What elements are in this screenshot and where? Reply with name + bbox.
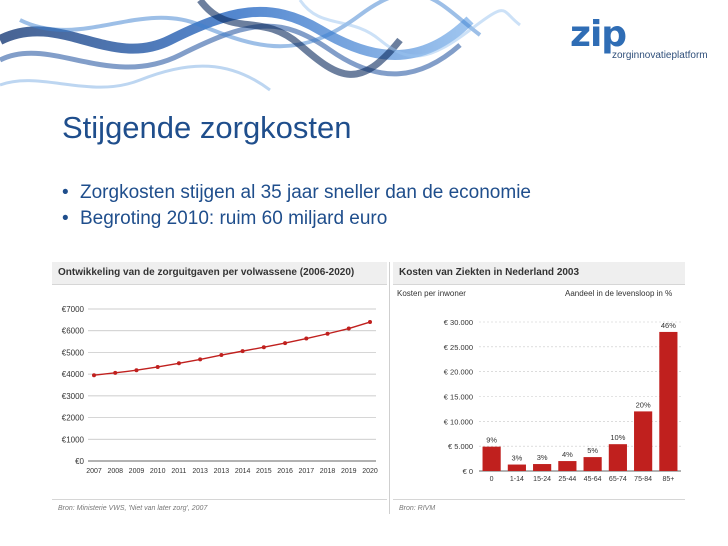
bar-chart-bar xyxy=(558,461,577,471)
bullet-dot: • xyxy=(62,182,69,203)
line-chart-x-tick: 2013 xyxy=(214,468,230,475)
bar-chart-bar xyxy=(583,457,602,471)
bar-chart-y-tick: € 5.000 xyxy=(448,442,473,451)
line-chart-point xyxy=(368,320,372,325)
line-chart-y-tick: €0 xyxy=(75,457,84,466)
bar-chart-source-bar: Bron: RIVM xyxy=(393,499,685,514)
bar-chart-bar xyxy=(533,464,552,471)
line-chart-title: Ontwikkeling van de zorguitgaven per vol… xyxy=(52,262,387,285)
line-chart-x-tick: 2013 xyxy=(192,468,208,475)
line-chart-x-tick: 2010 xyxy=(150,468,166,475)
line-chart-source: Bron: Ministerie VWS, 'Niet van later zo… xyxy=(58,505,208,512)
line-chart-point xyxy=(155,364,160,369)
line-chart-x-tick: 2020 xyxy=(362,468,378,475)
bullet-item: • Zorgkosten stijgen al 35 jaar sneller d… xyxy=(62,180,531,206)
line-chart-point xyxy=(113,370,118,375)
bar-chart-x-tick: 0 xyxy=(490,476,494,483)
bar-chart-y-tick: € 30.000 xyxy=(444,318,473,327)
logo-wordmark: zip xyxy=(570,14,627,55)
bar-chart-data-label: 3% xyxy=(511,454,522,463)
bar-chart-x-tick: 15-24 xyxy=(533,476,551,483)
line-chart-y-tick: €6000 xyxy=(62,327,85,336)
line-chart-x-tick: 2009 xyxy=(129,468,145,475)
bar-chart-y-tick: € 15.000 xyxy=(444,393,473,402)
bar-chart-x-tick: 45-64 xyxy=(584,476,602,483)
bar-chart-y-tick: € 0 xyxy=(463,467,473,476)
line-chart-source-bar: Bron: Ministerie VWS, 'Niet van later zo… xyxy=(52,499,387,514)
line-chart-x-tick: 2008 xyxy=(107,468,123,475)
bar-chart-y-tick: € 25.000 xyxy=(444,343,473,352)
line-chart-x-tick: 2011 xyxy=(171,468,186,475)
line-chart-point xyxy=(283,341,288,346)
bar-chart-data-label: 10% xyxy=(610,433,625,442)
line-chart-y-tick: €1000 xyxy=(62,435,85,444)
line-chart-y-tick: €5000 xyxy=(62,348,85,357)
line-chart-point xyxy=(176,361,181,366)
bar-chart-bar xyxy=(608,444,627,471)
bullet-dot: • xyxy=(62,208,69,229)
line-chart-y-tick: €4000 xyxy=(62,370,85,379)
bar-chart-bar xyxy=(507,464,526,471)
bullet-text: Zorgkosten stijgen al 35 jaar sneller da… xyxy=(80,182,531,203)
line-chart-x-tick: 2019 xyxy=(341,468,357,475)
line-chart-x-tick: 2007 xyxy=(86,468,102,475)
bar-chart: € 0 € 5.000 € 10.000 € 15.000 € 20.000 € 25.0… xyxy=(444,318,681,483)
zip-logo: zip zorginnovatieplatform xyxy=(570,14,708,62)
line-chart-panel: Ontwikkeling van de zorguitgaven per vol… xyxy=(52,262,387,514)
line-chart-x-tick: 2015 xyxy=(256,468,272,475)
line-chart-point xyxy=(134,368,139,373)
line-chart-x-tick: 2014 xyxy=(235,468,251,475)
bar-chart-panel: Kosten van Ziekten in Nederland 2003 Kos… xyxy=(393,262,685,514)
line-chart-point xyxy=(346,326,351,331)
line-chart-point xyxy=(198,357,203,362)
line-chart-point xyxy=(240,349,245,354)
line-chart-x-tick: 2017 xyxy=(299,468,315,475)
bar-chart-data-label: 20% xyxy=(636,400,651,409)
line-chart-point xyxy=(261,345,266,350)
bar-chart-data-label: 4% xyxy=(562,450,573,459)
line-chart-series-line xyxy=(93,321,371,376)
bar-chart-x-tick: 75-84 xyxy=(634,476,652,483)
bar-chart-bar xyxy=(659,331,678,471)
line-chart-x-tick: 2018 xyxy=(320,468,336,475)
logo-tagline: zorginnovatieplatform xyxy=(612,50,708,61)
bar-chart-y-tick: € 20.000 xyxy=(444,368,473,377)
bullet-text: Begroting 2010: ruim 60 miljard euro xyxy=(80,208,388,229)
line-chart: €0 €1000 €2000 €3000 €4000 €5000 €6000 €7000 200… xyxy=(62,305,378,475)
line-chart-point xyxy=(219,353,224,358)
smoke-decoration xyxy=(0,0,521,92)
bar-chart-data-label: 46% xyxy=(661,321,676,330)
bar-chart-title: Kosten van Ziekten in Nederland 2003 xyxy=(393,262,685,285)
bar-chart-legend: Aandeel in de levensloop in % xyxy=(565,289,673,298)
line-chart-x-tick: 2016 xyxy=(277,468,293,475)
bar-chart-x-tick: 65-74 xyxy=(609,476,627,483)
bar-chart-x-tick: 1-14 xyxy=(510,476,524,483)
bar-chart-data-label: 9% xyxy=(486,436,497,445)
bar-chart-x-tick: 25-44 xyxy=(558,476,576,483)
bar-chart-bar xyxy=(482,446,501,471)
bar-chart-data-label: 5% xyxy=(587,446,598,455)
panel-divider xyxy=(389,262,390,514)
bar-chart-x-tick: 85+ xyxy=(662,476,674,483)
line-chart-point xyxy=(325,331,330,336)
line-chart-y-tick: €3000 xyxy=(62,392,85,401)
bar-chart-source: Bron: RIVM xyxy=(399,505,436,512)
bullet-list: • Zorgkosten stijgen al 35 jaar sneller d… xyxy=(62,180,531,232)
bar-chart-y-tick: € 10.000 xyxy=(444,417,473,426)
slide-title: Stijgende zorgkosten xyxy=(62,110,352,145)
bar-chart-bar xyxy=(634,411,653,471)
line-chart-point xyxy=(92,373,96,378)
bullet-item: • Begroting 2010: ruim 60 miljard euro xyxy=(62,206,531,232)
line-chart-y-tick: €7000 xyxy=(62,305,85,314)
line-chart-point xyxy=(304,336,309,341)
bar-chart-ylabel: Kosten per inwoner xyxy=(397,289,466,298)
line-chart-y-tick: €2000 xyxy=(62,414,85,423)
bar-chart-data-label: 3% xyxy=(537,453,548,462)
